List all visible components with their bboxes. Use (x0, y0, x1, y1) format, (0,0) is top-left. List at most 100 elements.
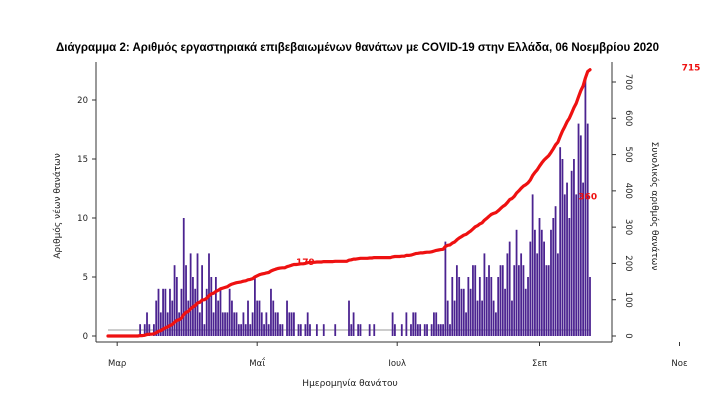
y-tick-label: 10 (77, 214, 88, 224)
bar (501, 265, 504, 336)
bar (210, 277, 213, 336)
bar (416, 324, 419, 336)
bar (412, 312, 415, 336)
bar (430, 324, 433, 336)
bar (511, 300, 513, 336)
bar (536, 253, 539, 336)
bar (559, 147, 562, 336)
bar (485, 277, 488, 336)
bar (540, 229, 543, 336)
bar (478, 277, 481, 336)
bar (350, 324, 353, 336)
bar (410, 324, 412, 336)
bar (265, 312, 268, 336)
bar (198, 312, 201, 336)
bar (306, 312, 309, 336)
bar (256, 300, 259, 336)
bar (435, 312, 438, 336)
bar (527, 277, 529, 336)
bar (272, 300, 275, 336)
bar (513, 265, 516, 336)
bar (334, 324, 337, 336)
bar (515, 229, 518, 336)
bar (251, 312, 254, 336)
bar (299, 324, 302, 336)
bar (148, 324, 151, 336)
bar (368, 324, 371, 336)
bar (217, 300, 220, 336)
bar (449, 324, 451, 336)
bar (444, 241, 447, 336)
bar (219, 288, 222, 336)
bar (237, 324, 240, 336)
bar (545, 265, 548, 336)
bar (159, 312, 162, 336)
bar (538, 218, 541, 336)
x-tick-label: Σεπ (532, 359, 547, 369)
bar (547, 265, 550, 336)
y2-tick-label: 200 (623, 255, 633, 271)
bar (575, 194, 578, 336)
bar (240, 324, 243, 336)
bar (157, 288, 160, 336)
bar (164, 288, 167, 336)
bar (304, 324, 307, 336)
bar (293, 312, 295, 336)
bar (185, 265, 187, 336)
bar (212, 312, 215, 336)
bar (281, 324, 284, 336)
bar (400, 324, 403, 336)
cumulative-annotation: 360 (578, 192, 597, 202)
bar (453, 300, 456, 336)
bar (214, 277, 217, 336)
y2-tick-label: 500 (623, 146, 633, 162)
bar (490, 277, 493, 336)
bar (182, 218, 185, 336)
bar (426, 324, 428, 336)
y2-tick-label: 600 (623, 110, 633, 126)
bar (481, 300, 484, 336)
annotations-group: 179 360 715 (296, 64, 700, 268)
bar (419, 324, 422, 336)
bar (263, 324, 265, 336)
bar (543, 241, 545, 336)
bar (577, 123, 580, 336)
y-tick-label: 0 (83, 332, 88, 342)
bar (228, 288, 231, 336)
bar (556, 253, 559, 336)
bar (391, 312, 394, 336)
bar (169, 288, 171, 336)
bar (276, 312, 279, 336)
bar (492, 300, 495, 336)
bar (582, 182, 585, 336)
bar (467, 277, 470, 336)
bar (508, 241, 511, 336)
bar (373, 324, 376, 336)
bar (143, 324, 146, 336)
bar (288, 312, 291, 336)
bar (279, 324, 282, 336)
bar (352, 312, 355, 336)
bar (180, 288, 183, 336)
y-tick-label: 5 (83, 273, 88, 283)
bar (465, 312, 467, 336)
bar (529, 241, 532, 336)
bar (322, 324, 325, 336)
bar (173, 265, 176, 336)
bar (472, 265, 474, 336)
bar (171, 300, 174, 336)
x-tick-label: Μαΐ (249, 357, 265, 369)
y2-tick-label: 100 (623, 292, 633, 308)
y2-tick-label: 700 (623, 74, 633, 90)
cumulative-annotation: 715 (682, 64, 701, 74)
bar (554, 206, 557, 336)
bar (233, 312, 236, 336)
bar (290, 312, 293, 336)
bar (534, 229, 536, 336)
bar (254, 277, 256, 336)
bar (573, 159, 575, 336)
bar (524, 288, 527, 336)
bar (244, 324, 247, 336)
cumulative-line-group (106, 68, 592, 338)
